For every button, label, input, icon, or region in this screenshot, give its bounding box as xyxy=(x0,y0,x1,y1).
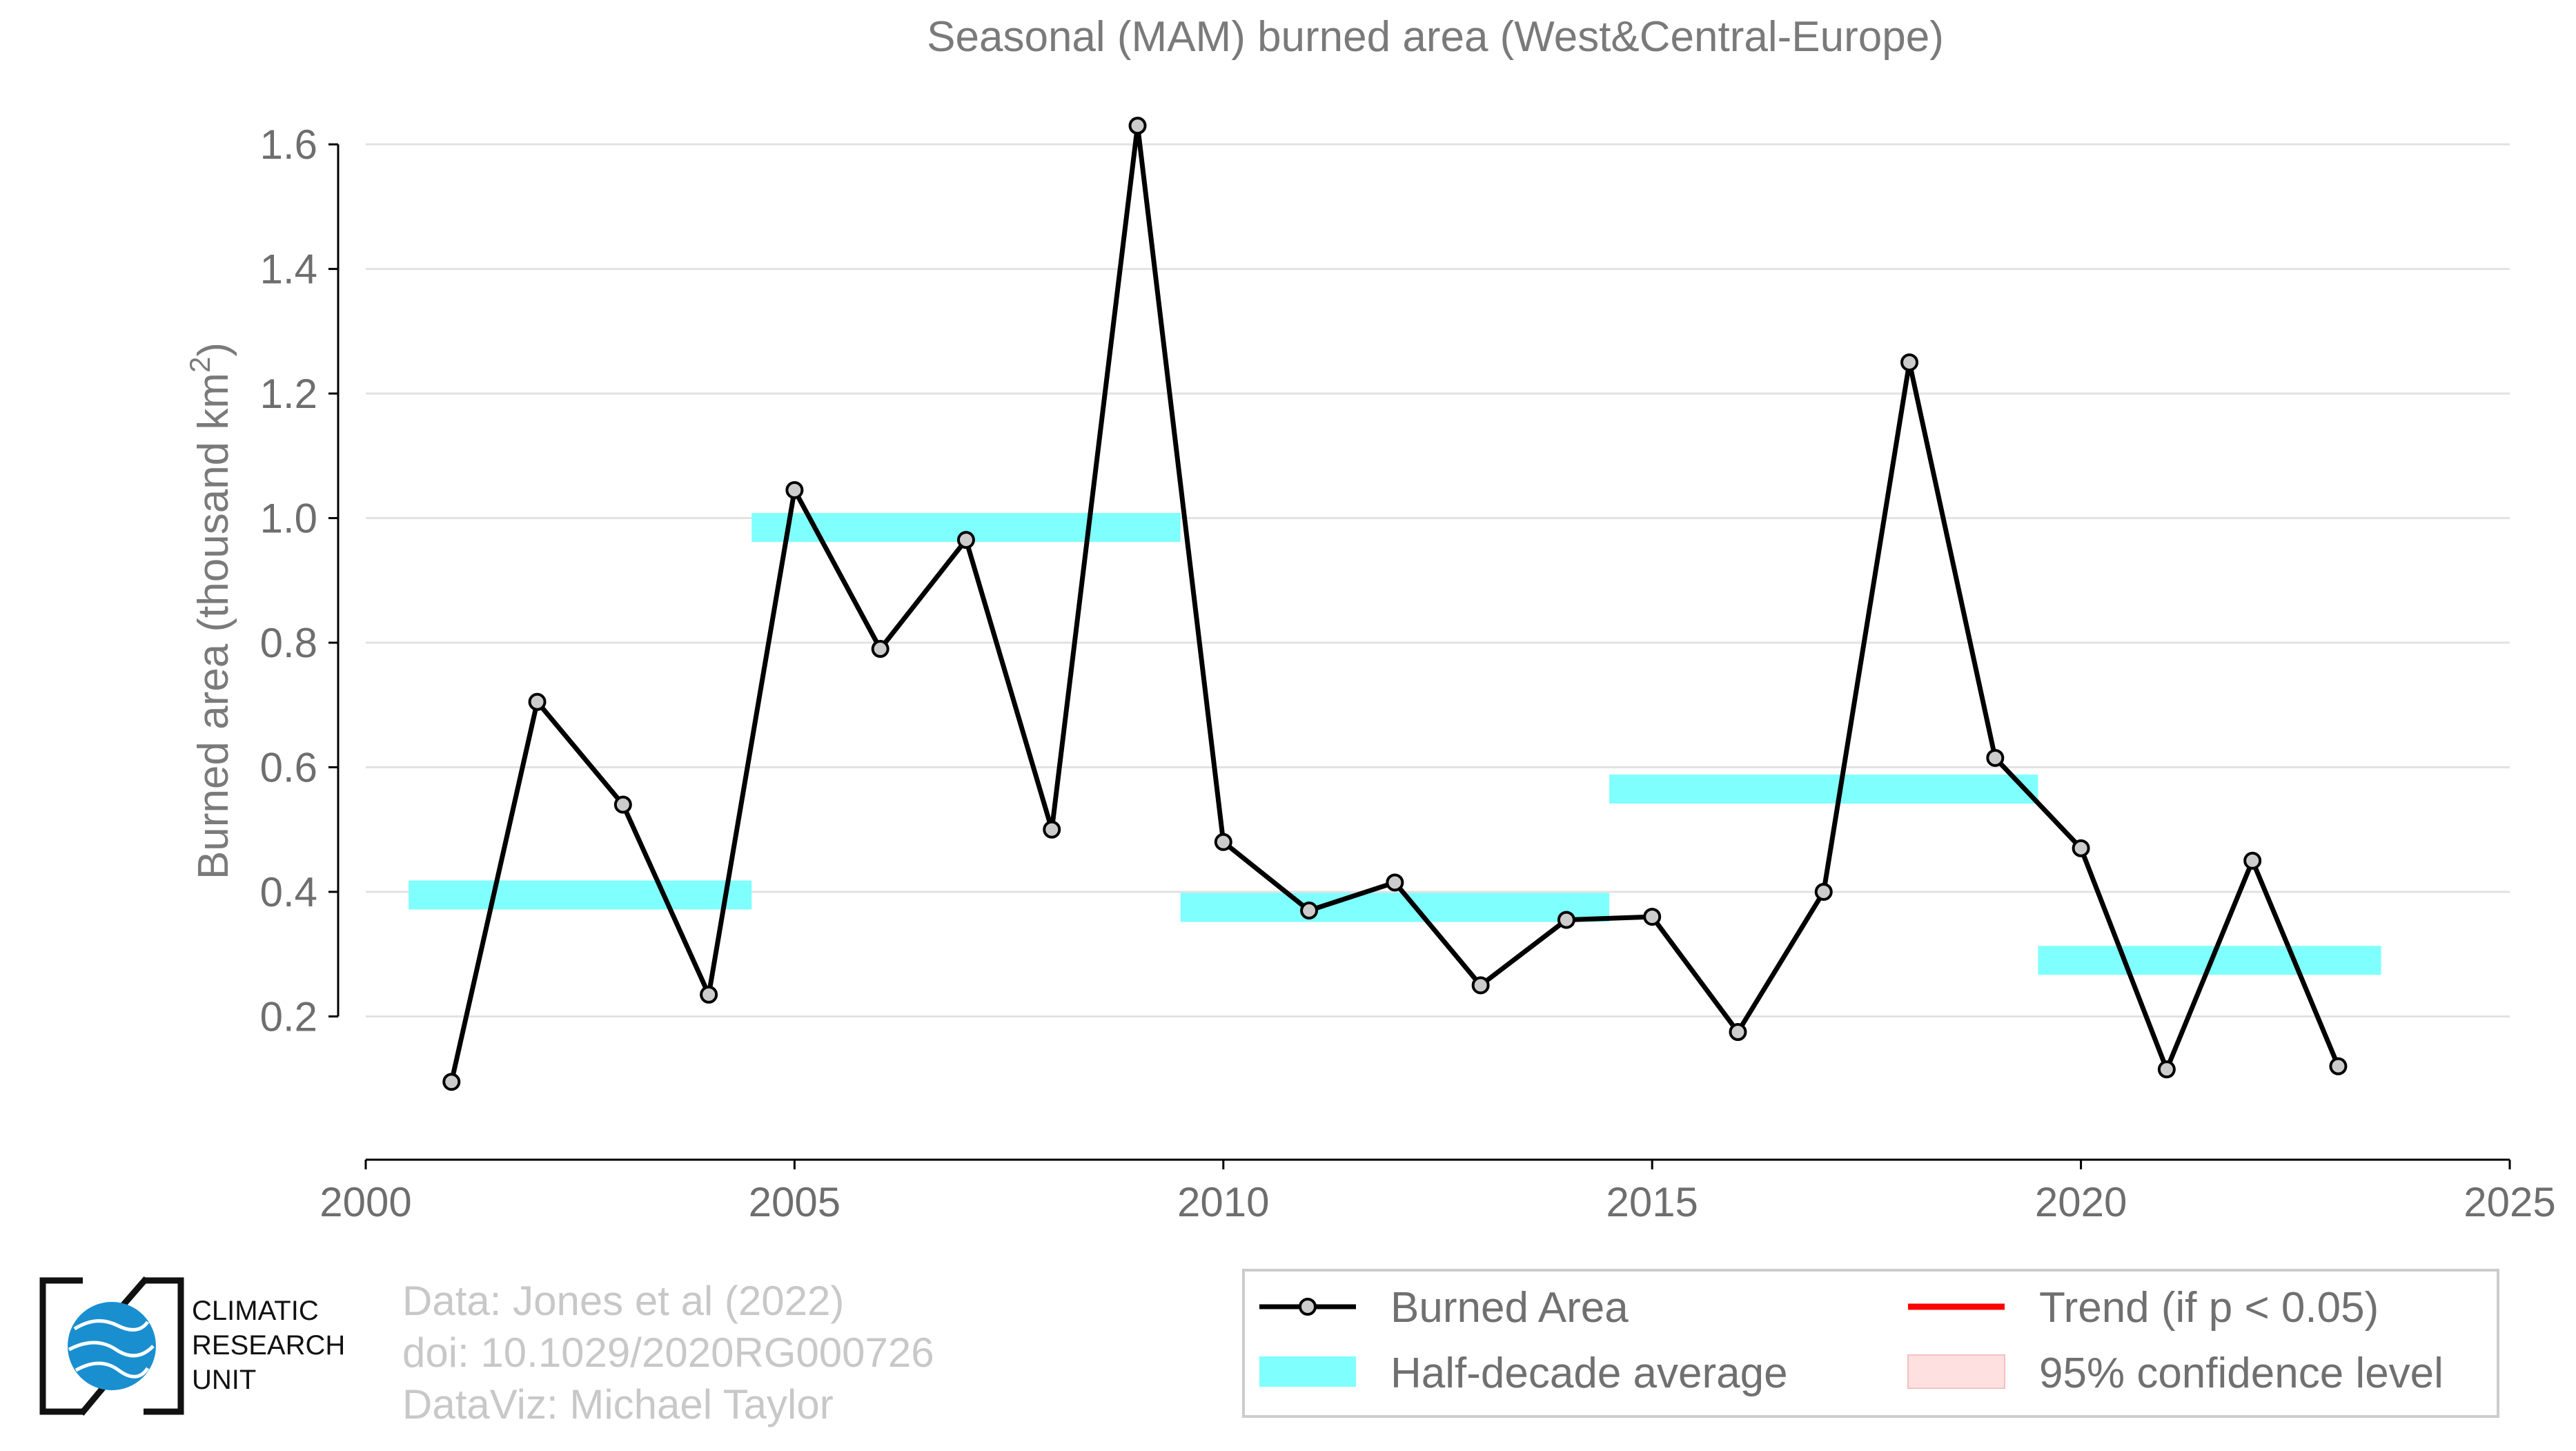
data-point-2004 xyxy=(700,985,718,1004)
half-decade-band-0 xyxy=(409,880,752,910)
data-point-2010 xyxy=(1214,832,1232,851)
x-tick-label-0: 2000 xyxy=(319,1179,411,1225)
x-tick-label-2: 2010 xyxy=(1177,1179,1269,1225)
legend-confidence-swatch xyxy=(1907,1354,2005,1389)
logo-text-line3: UNIT xyxy=(192,1365,256,1395)
y-axis-label-superscript: 2 xyxy=(184,357,216,373)
data-point-2008 xyxy=(1043,820,1061,839)
half-decade-band-3 xyxy=(1609,775,2038,804)
y-tick-label-7: 1.6 xyxy=(260,121,317,168)
data-point-2001 xyxy=(442,1073,461,1091)
x-tick-labels: 2000 2005 2010 2015 2020 2025 xyxy=(319,1179,2555,1225)
legend-burned-area-label: Burned Area xyxy=(1390,1284,1629,1332)
credit-data: Data: Jones et al (2022) xyxy=(402,1278,844,1324)
legend-half-decade-label: Half-decade average xyxy=(1390,1350,1788,1397)
y-tick-label-0: 0.2 xyxy=(260,993,317,1040)
legend-confidence-label: 95% confidence level xyxy=(2039,1350,2444,1397)
data-point-2022 xyxy=(2243,851,2262,870)
half-decade-bands xyxy=(409,513,2381,975)
x-tick-label-1: 2005 xyxy=(749,1179,840,1225)
y-tick-label-5: 1.2 xyxy=(260,371,317,417)
data-point-2015 xyxy=(1643,908,1662,926)
data-point-2006 xyxy=(871,640,889,659)
logo-text-line2: RESEARCH xyxy=(192,1330,345,1361)
data-point-2011 xyxy=(1300,902,1319,920)
y-tick-label-2: 0.6 xyxy=(260,745,317,791)
data-point-2019 xyxy=(1986,748,2005,767)
logo-text-line1: CLIMATIC xyxy=(192,1296,319,1326)
y-tick-label-6: 1.4 xyxy=(260,246,317,293)
logo-bracket-right xyxy=(144,1277,184,1415)
legend-burned-area-marker xyxy=(1299,1298,1317,1316)
credit-dataviz: DataViz: Michael Taylor xyxy=(402,1381,834,1428)
data-point-2005 xyxy=(785,480,804,499)
y-axis-label-main: Burned area (thousand km xyxy=(190,373,237,879)
data-point-2018 xyxy=(1900,353,1919,371)
y-axis-label: Burned area (thousand km2) xyxy=(184,342,237,879)
burned-area-series xyxy=(442,117,2348,1091)
y-tick-labels: 0.2 0.4 0.6 0.8 1.0 1.2 1.4 1.6 xyxy=(260,121,317,1040)
axes xyxy=(328,143,2511,1169)
data-point-2002 xyxy=(528,692,547,711)
y-tick-label-1: 0.4 xyxy=(260,869,317,915)
data-point-2012 xyxy=(1386,873,1404,892)
globe-swirl-1 xyxy=(73,1319,150,1332)
legend: Burned Area Trend (if p < 0.05) Half-dec… xyxy=(1242,1269,2499,1418)
legend-trend-label: Trend (if p < 0.05) xyxy=(2039,1284,2379,1332)
legend-box xyxy=(1242,1269,2499,1418)
data-point-2016 xyxy=(1729,1023,1747,1042)
data-point-2009 xyxy=(1128,117,1147,135)
data-point-2014 xyxy=(1557,910,1575,929)
logo-bracket-left xyxy=(39,1277,83,1415)
data-point-2017 xyxy=(1814,882,1833,901)
legend-half-decade-swatch xyxy=(1259,1356,1356,1387)
x-tick-label-5: 2025 xyxy=(2464,1179,2555,1225)
data-point-2023 xyxy=(2329,1057,2348,1075)
half-decade-band-2 xyxy=(1180,893,1610,922)
x-tick-label-3: 2015 xyxy=(1606,1179,1698,1225)
y-tick-label-3: 0.8 xyxy=(260,620,317,666)
globe-swirl-3 xyxy=(75,1361,150,1379)
data-point-2007 xyxy=(956,531,975,549)
credit-doi: doi: 10.1029/2020RG000726 xyxy=(402,1330,934,1376)
data-point-2021 xyxy=(2157,1060,2176,1079)
x-tick-label-4: 2020 xyxy=(2035,1179,2127,1225)
globe-swirl-2 xyxy=(68,1341,155,1358)
cru-logo: CLIMATIC RESEARCH UNIT xyxy=(39,1276,345,1416)
data-point-2020 xyxy=(2072,839,2090,857)
y-axis-label-end: ) xyxy=(190,342,237,357)
chart-title: Seasonal (MAM) burned area (West&Central… xyxy=(927,13,1944,61)
data-point-2013 xyxy=(1471,976,1490,995)
data-point-2003 xyxy=(613,795,632,814)
y-tick-label-4: 1.0 xyxy=(260,496,317,542)
